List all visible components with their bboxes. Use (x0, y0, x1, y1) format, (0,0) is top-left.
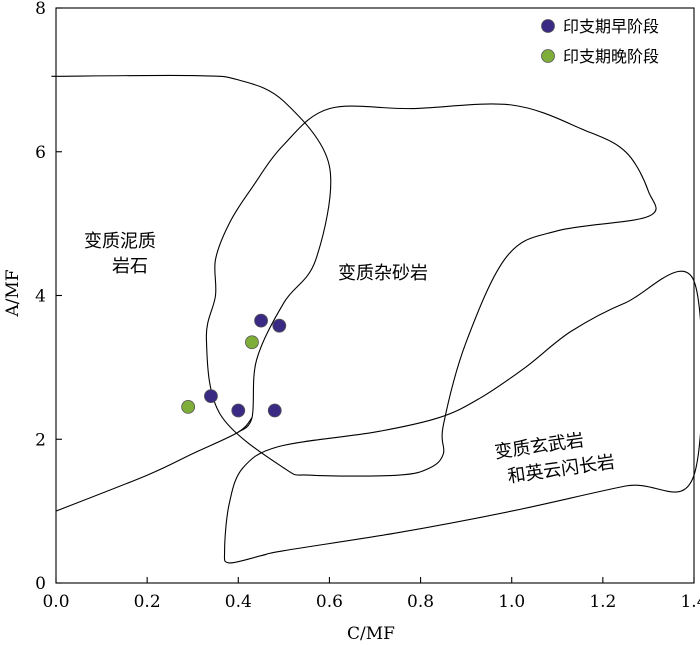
y-axis-label: A/MF (3, 269, 23, 317)
pelite-boundary (51, 74, 332, 433)
y-tick-label: 0 (35, 574, 46, 594)
x-tick-label: 1.0 (498, 592, 525, 612)
legend-label-early: 印支期早阶段 (563, 17, 659, 36)
point-late-stage (245, 335, 259, 350)
legend-label-late: 印支期晚阶段 (563, 47, 659, 66)
x-axis-ticks: 0.0 0.2 0.4 0.6 0.8 1.0 1.2 1.4 (42, 577, 700, 612)
x-tick-label: 0.4 (225, 592, 252, 612)
legend-marker-late (541, 49, 555, 63)
x-axis-label: C/MF (347, 624, 395, 644)
region-label-pelite-1: 变质泥质 (84, 231, 156, 252)
x-tick-label: 0.8 (407, 592, 434, 612)
point-early-stage (267, 403, 282, 418)
point-early-stage (231, 403, 246, 418)
point-late-stage (181, 400, 196, 414)
y-tick-label: 2 (35, 430, 46, 450)
x-tick-label: 1.4 (680, 592, 700, 612)
legend-marker-early (541, 19, 555, 33)
x-tick-label: 1.2 (589, 592, 616, 612)
x-tick-label: 0.6 (316, 592, 343, 612)
region-label-greywacke: 变质杂砂岩 (338, 263, 428, 284)
data-points (181, 313, 287, 418)
x-tick-label: 0.0 (42, 592, 69, 612)
lower-boundary-line (55, 417, 253, 512)
y-axis-ticks: 0 2 4 6 8 (35, 0, 62, 594)
plot-frame (55, 7, 695, 584)
region-boundaries (51, 74, 700, 564)
basalt-tonalite-boundary (223, 270, 700, 564)
greywacke-boundary (205, 103, 657, 477)
point-early-stage (272, 318, 287, 333)
axes-frame (55, 7, 695, 584)
point-early-stage (204, 389, 218, 404)
x-tick-label: 0.2 (134, 592, 161, 612)
legend: 印支期早阶段 印支期晚阶段 (541, 17, 659, 66)
y-tick-label: 8 (35, 0, 46, 19)
point-early-stage (254, 313, 268, 328)
region-label-pelite-2: 岩石 (112, 256, 148, 277)
y-tick-label: 6 (35, 143, 46, 163)
y-tick-label: 4 (35, 287, 46, 307)
